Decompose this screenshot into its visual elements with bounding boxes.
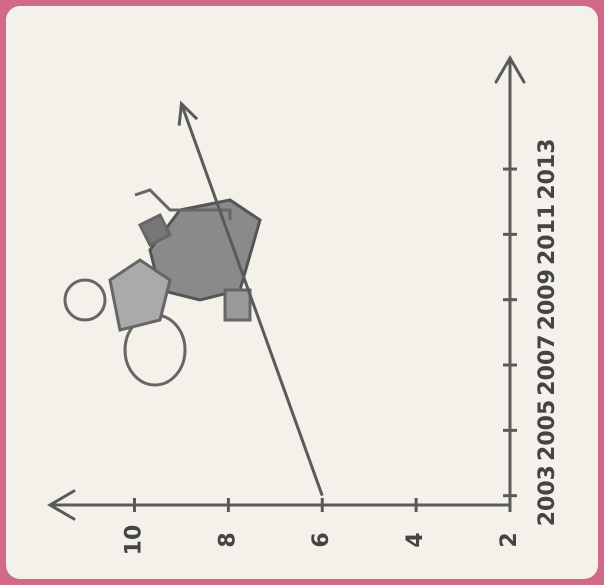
y-tick-label: 2 [497,532,522,547]
y-tick-label: 8 [215,532,240,547]
x-tick-label: 2013 [535,138,560,199]
y-tick-label: 4 [403,532,428,547]
x-tick-label: 2003 [535,465,560,526]
x-tick-label: 2005 [535,400,560,461]
x-tick-label: 2011 [535,204,560,265]
y-tick-label: 10 [121,525,146,556]
x-tick-label: 2007 [535,334,560,395]
y-tick-label: 6 [309,532,334,547]
chart: 2003 2005 2007 2009 2011 2013 2 4 6 8 10 [0,0,604,585]
x-tick-label: 2009 [535,269,560,330]
